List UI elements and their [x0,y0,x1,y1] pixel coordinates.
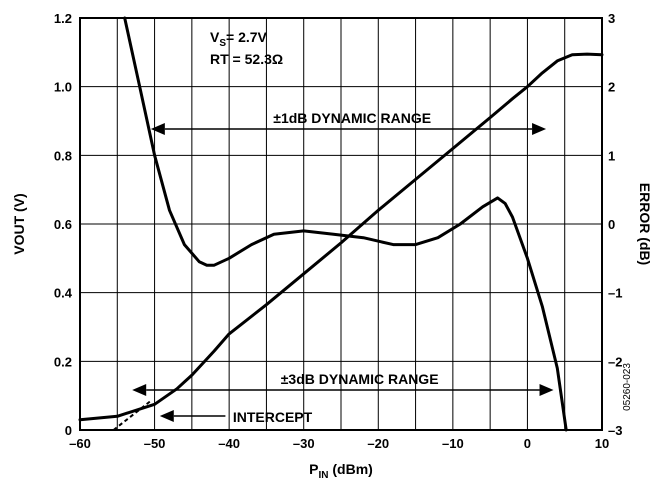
intercept-arrow-head [159,410,174,422]
x-tick-label: –40 [218,436,240,451]
y-left-tick-label: 1.0 [54,80,72,95]
x-axis-label-unit: (dBm) [329,461,373,477]
y-right-tick-label: 2 [608,80,615,95]
y-axis-left-label: VOUT (V) [11,193,27,254]
x-axis-label: PIN (dBm) [309,461,373,481]
y-left-tick-label: 0.4 [54,286,73,301]
axis-ticks: –60 –50 –40 –30 –20 –10 0 1000.20.40.60.81.01.2… [54,11,623,451]
y-left-tick-label: 0.6 [54,217,72,232]
range-1db-arrow-head-right [532,123,547,135]
x-tick-label: 10 [595,436,609,451]
vs-main: V [210,29,220,45]
vs-sub: S [219,38,226,49]
y-axis-right-label: ERROR (dB) [637,183,652,265]
y-left-tick-label: 0.8 [54,148,72,163]
intercept-line [112,400,152,431]
y-left-tick-label: 1.2 [54,11,72,26]
y-left-tick-label: 0 [65,423,72,438]
vout-curve [78,52,604,422]
y-right-tick-label: 0 [608,217,615,232]
range-3db-arrow-head-right [539,384,554,396]
y-right-tick-label: –3 [608,423,622,438]
range-arrows [132,123,554,422]
x-axis-label-sub: IN [319,470,329,481]
x-tick-label: –30 [293,436,315,451]
condition-rt: RT = 52.3Ω [210,51,283,67]
figure-id: 05260-023 [622,363,633,411]
vs-value: = 2.7V [226,29,268,45]
x-tick-label: –10 [442,436,464,451]
intercept-label: INTERCEPT [233,409,313,425]
y-right-tick-label: 3 [608,11,615,26]
range-1db-label: ±1dB DYNAMIC RANGE [273,110,431,126]
x-tick-label: –50 [144,436,166,451]
x-tick-label: –20 [367,436,389,451]
range-3db-label: ±3dB DYNAMIC RANGE [281,371,439,387]
error-curve [123,16,568,432]
y-right-tick-label: –1 [608,286,622,301]
y-right-tick-label: –2 [608,354,622,369]
range-3db-arrow-head-left [132,384,147,396]
range-1db-arrow-head-left [150,123,165,135]
x-axis-label-main: P [309,461,318,477]
grid [80,18,602,430]
x-tick-label: 0 [524,436,531,451]
y-left-tick-label: 0.2 [54,354,72,369]
x-tick-label: –60 [69,436,91,451]
plot-frame [79,17,603,431]
condition-vs: VS= 2.7V [210,29,268,49]
y-right-tick-label: 1 [608,148,615,163]
curves [78,16,604,432]
